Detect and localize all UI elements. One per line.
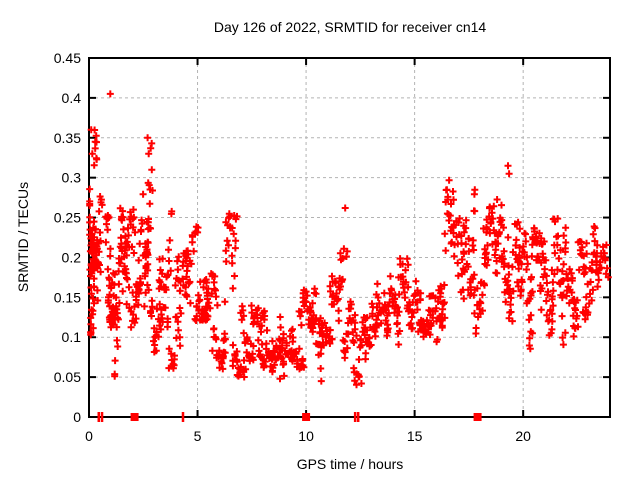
svg-text:5: 5	[194, 428, 202, 444]
svg-text:10: 10	[298, 428, 314, 444]
svg-text:0.45: 0.45	[54, 50, 81, 66]
svg-text:0: 0	[85, 428, 93, 444]
svg-text:0.1: 0.1	[62, 329, 82, 345]
svg-text:15: 15	[407, 428, 423, 444]
svg-text:0.4: 0.4	[62, 90, 82, 106]
svg-text:0.25: 0.25	[54, 210, 81, 226]
svg-text:0.05: 0.05	[54, 369, 81, 385]
svg-text:20: 20	[515, 428, 531, 444]
x-tick-labels: 0 5 10 15 20	[85, 428, 531, 444]
y-tick-labels: 0 0.05 0.1 0.15 0.2 0.25 0.3 0.35 0.4 0.45	[54, 50, 81, 425]
svg-text:0: 0	[73, 409, 81, 425]
svg-text:0.2: 0.2	[62, 249, 82, 265]
svg-text:0.15: 0.15	[54, 289, 81, 305]
svg-text:0.3: 0.3	[62, 170, 82, 186]
data-points	[86, 90, 612, 389]
zero-markers	[97, 412, 482, 422]
y-axis-label: SRMTID / TECUs	[15, 182, 31, 292]
x-axis-label: GPS time / hours	[297, 456, 404, 472]
svg-text:0.35: 0.35	[54, 130, 81, 146]
chart-title: Day 126 of 2022, SRMTID for receiver cn1…	[214, 19, 487, 35]
